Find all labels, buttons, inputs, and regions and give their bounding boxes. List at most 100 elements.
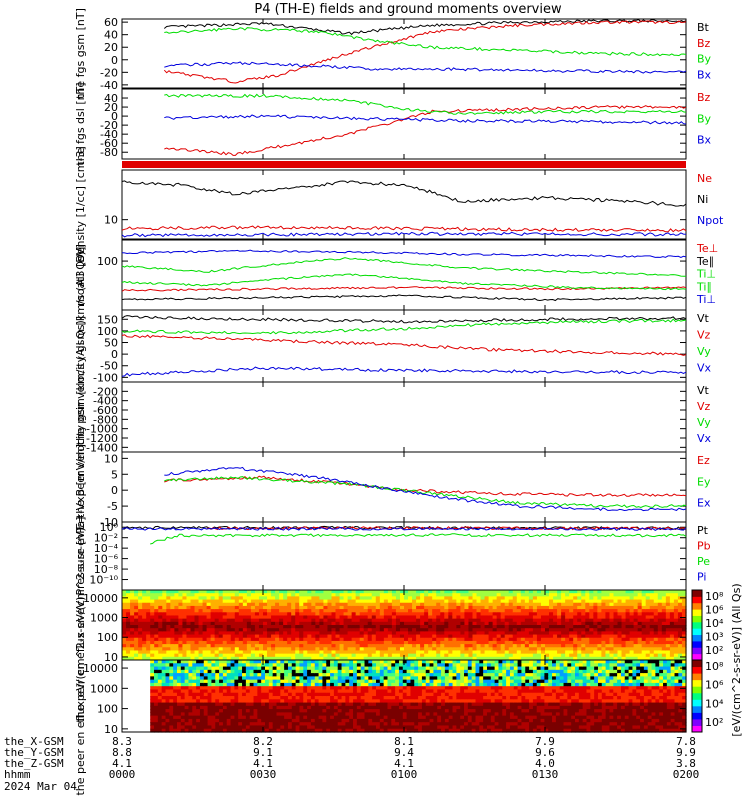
heatmap-cell: [207, 705, 213, 710]
heatmap-cell: [508, 612, 514, 617]
heatmap-cell: [331, 625, 337, 629]
heatmap-cell: [681, 590, 687, 594]
heatmap-cell: [553, 599, 558, 604]
heatmap-cell: [202, 637, 208, 642]
heatmap-cell: [472, 621, 478, 626]
legend-Bx: Bx: [697, 134, 712, 147]
heatmap-cell: [291, 596, 296, 601]
heatmap-cell: [561, 647, 566, 652]
heatmap-cell: [173, 669, 178, 674]
heatmap-cell: [605, 637, 611, 642]
heatmap-cell: [219, 660, 224, 664]
heatmap-cell: [520, 612, 526, 617]
heatmap-cell: [436, 647, 441, 652]
heatmap-cell: [601, 625, 607, 629]
heatmap-cell: [379, 599, 385, 604]
heatmap-cell: [569, 621, 574, 626]
heatmap-cell: [464, 644, 470, 648]
heatmap-cell: [339, 593, 345, 597]
heatmap-cell: [532, 631, 538, 636]
heatmap-cell: [669, 650, 675, 655]
heatmap-cell: [633, 596, 639, 601]
heatmap-cell: [230, 612, 236, 617]
heatmap-cell: [242, 593, 248, 597]
heatmap-cell: [295, 679, 301, 684]
heatmap-cell: [524, 631, 530, 636]
heatmap-cell: [272, 728, 278, 733]
heatmap-cell: [258, 615, 264, 620]
heatmap-cell: [291, 725, 297, 730]
heatmap-cell: [391, 656, 397, 661]
heatmap-cell: [432, 615, 437, 620]
heatmap-cell: [287, 612, 292, 617]
heatmap-cell: [323, 653, 329, 658]
heatmap-cell: [276, 699, 281, 704]
heatmap-cell: [245, 689, 251, 694]
heatmap-cell: [436, 634, 441, 639]
heatmap-cell: [303, 712, 308, 717]
heatmap-cell: [476, 602, 482, 607]
heatmap-cell: [665, 590, 671, 594]
heatmap-cell: [210, 609, 216, 613]
heatmap-cell: [335, 647, 341, 652]
heatmap-cell: [424, 615, 429, 620]
heatmap-cell: [291, 692, 297, 697]
heatmap-cell: [657, 631, 663, 636]
heatmap-cell: [496, 656, 502, 661]
heatmap-cell: [272, 686, 278, 691]
heatmap-cell: [649, 621, 655, 626]
heatmap-cell: [669, 637, 675, 642]
heatmap-cell: [414, 679, 419, 684]
heatmap-cell: [307, 602, 312, 607]
heatmap-cell: [150, 722, 155, 727]
heatmap-cell: [452, 609, 457, 613]
heatmap-cell: [617, 596, 623, 601]
heatmap-cell: [589, 640, 594, 645]
heatmap-cell: [318, 722, 324, 727]
heatmap-cell: [234, 602, 240, 607]
heatmap-cell: [492, 621, 498, 626]
heatmap-cell: [355, 596, 361, 601]
heatmap-cell: [268, 709, 274, 713]
heatmap-cell: [408, 605, 413, 610]
heatmap-cell: [577, 647, 582, 652]
heatmap-cell: [476, 605, 482, 610]
heatmap-cell: [577, 618, 582, 623]
y-tick-label: 0: [111, 110, 118, 123]
heatmap-cell: [157, 669, 163, 674]
heatmap-cell: [323, 609, 329, 613]
heatmap-cell: [327, 634, 333, 639]
heatmap-cell: [677, 602, 683, 607]
heatmap-cell: [673, 640, 679, 645]
heatmap-cell: [349, 715, 354, 720]
heatmap-cell: [637, 593, 643, 597]
heatmap-cell: [318, 692, 324, 697]
heatmap-cell: [404, 609, 409, 613]
y-tick-label: -20: [100, 66, 118, 79]
heatmap-cell: [351, 590, 357, 594]
heatmap-cell: [275, 637, 280, 642]
heatmap-cell: [532, 637, 538, 642]
heatmap-cell: [379, 656, 385, 661]
heatmap-cell: [414, 686, 419, 691]
heatmap-cell: [540, 637, 546, 642]
heatmap-cell: [130, 590, 135, 594]
heatmap-cell: [314, 728, 320, 733]
heatmap-cell: [420, 647, 425, 652]
heatmap-cell: [395, 666, 400, 671]
heatmap-cell: [310, 725, 316, 730]
heatmap-cell: [276, 702, 281, 707]
heatmap-cell: [669, 590, 675, 594]
heatmap-cell: [284, 676, 289, 681]
heatmap-cell: [310, 686, 316, 691]
heatmap-cell: [408, 640, 413, 645]
series-line-Vz: [121, 334, 687, 356]
heatmap-cell: [492, 644, 498, 648]
heatmap-cell: [460, 640, 466, 645]
heatmap-cell: [416, 599, 421, 604]
heatmap-cell: [367, 634, 373, 639]
heatmap-cell: [242, 625, 248, 629]
heatmap-cell: [150, 593, 155, 597]
heatmap-cell: [372, 686, 377, 691]
heatmap-cell: [327, 650, 333, 655]
